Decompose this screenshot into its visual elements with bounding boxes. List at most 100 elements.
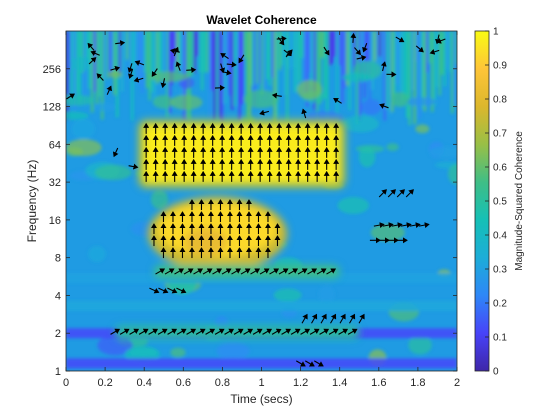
texture-stroke (293, 31, 296, 93)
texture-stroke (398, 31, 401, 91)
texture-stroke (108, 31, 111, 77)
phase-arrow (231, 268, 242, 275)
texture-blob (66, 111, 89, 120)
phase-arrow (87, 42, 95, 51)
phase-arrow (128, 163, 139, 170)
texture-stroke (423, 31, 426, 112)
x-tick-label: 1.4 (332, 377, 347, 389)
texture-stroke (451, 31, 454, 114)
texture-stroke (436, 31, 439, 88)
texture-stroke (351, 31, 354, 86)
phase-arrow (160, 78, 167, 89)
phase-arrow (379, 103, 389, 109)
phase-arrow (415, 45, 424, 53)
phase-arrow (155, 268, 166, 275)
texture-stroke (201, 31, 204, 91)
texture-stroke (93, 31, 96, 92)
phase-arrow (226, 61, 237, 68)
texture-stroke (383, 31, 386, 121)
phase-arrow (382, 222, 394, 229)
phase-arrow (320, 313, 327, 324)
phase-arrow (174, 268, 185, 275)
texture-stroke (186, 31, 189, 119)
texture-stroke (196, 31, 199, 57)
texture-blob (125, 345, 160, 363)
phase-arrow (243, 328, 254, 335)
texture-stroke (226, 31, 229, 72)
phase-arrow (110, 328, 121, 335)
colorbar-tick-label: 0.3 (493, 265, 507, 276)
phase-arrow (157, 328, 168, 335)
colorbar-tick-label: 0.2 (493, 299, 507, 310)
y-tick-label: 256 (43, 64, 61, 76)
phase-arrow (259, 268, 270, 275)
phase-arrow (429, 48, 440, 55)
texture-stroke (373, 31, 376, 62)
texture-stroke (98, 31, 101, 97)
texture-stroke (428, 31, 431, 64)
phase-arrow (285, 49, 293, 58)
texture-stroke (433, 31, 436, 106)
texture-stroke (106, 31, 109, 80)
texture-stroke (318, 31, 321, 104)
phase-arrow (301, 313, 308, 324)
texture-stroke (86, 31, 89, 60)
texture-stroke (96, 31, 99, 105)
texture-stroke (73, 31, 76, 109)
texture-stroke (178, 31, 181, 67)
phase-arrows (66, 32, 446, 367)
texture-blob (152, 95, 174, 109)
x-tick-label: 0.8 (215, 377, 230, 389)
phase-arrow (295, 360, 306, 367)
texture-stroke (303, 31, 306, 94)
texture-stroke (118, 31, 121, 76)
phase-arrow (313, 360, 324, 367)
phase-arrow (66, 93, 75, 100)
x-tick-label: 1.2 (293, 377, 308, 389)
phase-arrow (186, 328, 197, 335)
texture-stroke (241, 31, 244, 105)
texture-stroke (343, 31, 346, 88)
texture-stroke (126, 31, 129, 60)
phase-arrow (219, 63, 226, 74)
texture-stroke (156, 31, 159, 84)
texture-stroke (308, 31, 311, 73)
texture-stroke (283, 31, 286, 96)
x-tick-label: 0.4 (137, 377, 152, 389)
phase-arrow (316, 268, 327, 275)
phase-arrow (409, 222, 421, 229)
texture-stroke (411, 31, 414, 91)
texture-blob (71, 56, 92, 72)
phase-arrow (220, 53, 229, 60)
texture-stroke (158, 31, 161, 74)
texture-stroke (138, 31, 141, 86)
texture-stroke (256, 31, 259, 84)
texture-stroke (286, 31, 289, 123)
texture-stroke (253, 31, 256, 107)
texture-stroke (113, 31, 116, 96)
colorbar: 0 0.1 0.2 0.3 0.4 0.5 0.6 0.7 0.8 0.9 1 Magnitude-… (474, 27, 525, 378)
texture-stroke (141, 31, 144, 94)
low-frequency-band (66, 358, 457, 369)
texture-stroke (298, 31, 301, 82)
phase-arrow (149, 287, 160, 294)
texture-stroke (388, 31, 391, 116)
texture-stroke (163, 31, 166, 84)
phase-arrow (176, 287, 187, 294)
texture-stroke (323, 31, 326, 99)
texture-stroke (408, 31, 411, 126)
phase-arrow (250, 268, 261, 275)
y-tick-label: 4 (55, 290, 61, 302)
phase-arrow (349, 313, 356, 324)
phase-arrow (167, 328, 178, 335)
phase-arrow (238, 54, 245, 64)
texture-stroke (193, 31, 196, 74)
x-tick-label: 1 (258, 377, 264, 389)
texture-stroke (288, 31, 291, 70)
texture-stroke (148, 31, 151, 101)
phase-arrow (271, 92, 282, 99)
texture-blob (361, 99, 382, 116)
texture-stroke (91, 31, 94, 113)
phase-arrow (373, 222, 385, 229)
